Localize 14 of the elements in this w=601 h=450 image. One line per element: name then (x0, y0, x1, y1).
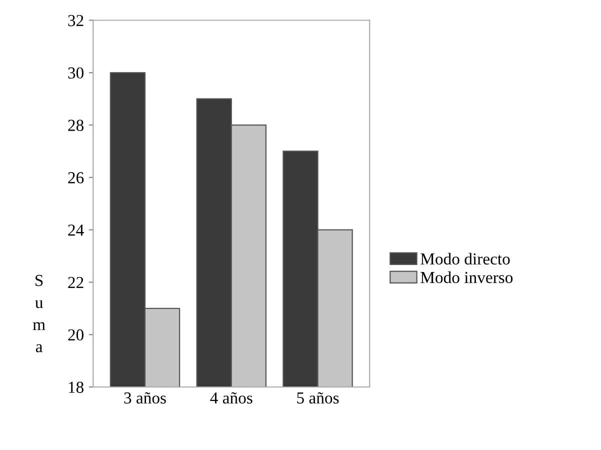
y-tick-label: 20 (68, 329, 84, 341)
x-tick-label: 3 años (124, 392, 166, 404)
y-tick-label: 26 (68, 172, 84, 184)
y-tick-label: 28 (68, 120, 84, 131)
x-tick-label: 4 años (210, 392, 252, 404)
legend-label: Modo directo (420, 252, 510, 265)
y-tick-label: 30 (68, 67, 84, 79)
y-tick-label: 22 (68, 276, 84, 288)
y-tick-label: 24 (68, 224, 84, 236)
y-tick-label: 32 (68, 14, 84, 26)
y-tick-label: 18 (68, 382, 84, 393)
legend-label: Modo inverso (420, 271, 513, 284)
x-tick-label: 5 años (297, 392, 339, 404)
y-axis-title: Suma (32, 274, 46, 352)
